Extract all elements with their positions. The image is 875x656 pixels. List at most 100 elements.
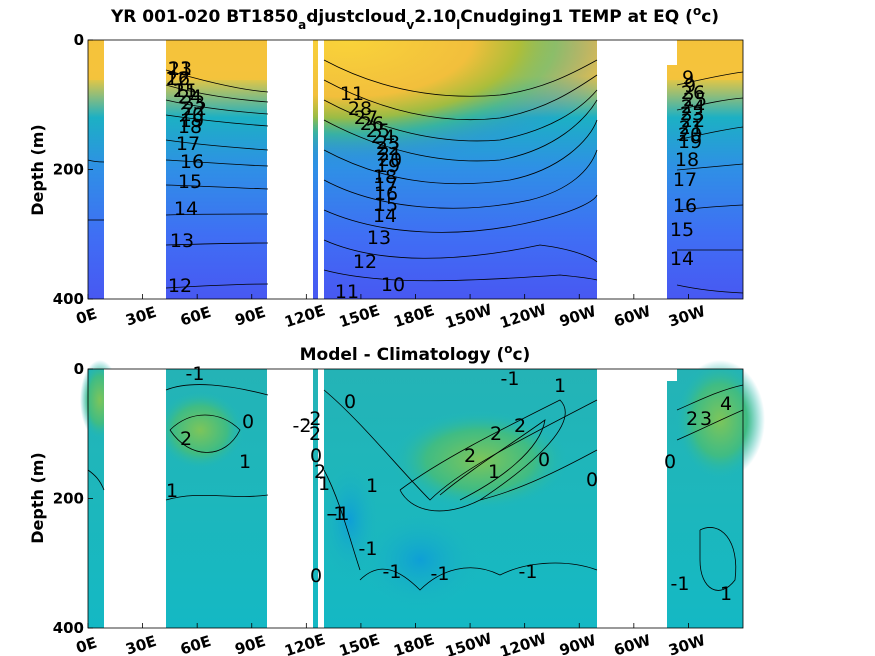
contour-label: 20 <box>180 104 204 126</box>
x-tick-label: 0E <box>74 633 99 656</box>
x-tick-label: 60W <box>612 302 654 331</box>
contour-label: 20 <box>678 124 702 146</box>
contour-label: 16 <box>180 151 204 173</box>
contour-label: 22 <box>376 138 400 160</box>
contour-label: 23 <box>181 92 205 114</box>
y-tick-label: 200 <box>53 161 84 179</box>
contour-label: -1 <box>359 538 378 560</box>
contour-label: 23 <box>376 132 400 154</box>
top-y-axis-label: Depth (m) <box>28 124 47 216</box>
contour-label: -1 <box>431 563 450 585</box>
contour-label: 1 <box>720 583 732 605</box>
contour-label: 2 <box>464 445 476 467</box>
x-tick-label: 120W <box>498 300 550 332</box>
x-tick-label: 30W <box>666 631 708 656</box>
contour-label: 0 <box>310 565 322 587</box>
contour-label: 12 <box>166 68 190 90</box>
contour-label: 20 <box>378 149 402 171</box>
contour-label: 24 <box>681 96 705 118</box>
contour-label: 4 <box>720 393 732 415</box>
contour-label: 1 <box>239 451 251 473</box>
contour-label: 16 <box>374 183 398 205</box>
bottom-title: Model - Climatology (oc) <box>300 342 531 365</box>
contour-label: -1 <box>501 368 520 390</box>
contour-label: 21 <box>679 117 703 139</box>
x-tick-label: 60E <box>178 632 213 656</box>
contour-label: 0 <box>664 451 676 473</box>
bottom-contour-lines <box>87 384 744 591</box>
x-tick-label: 150E <box>337 630 382 656</box>
contour-label: 2 <box>490 423 502 445</box>
contour-label: 19 <box>180 110 204 132</box>
x-tick-label: 120E <box>282 301 327 331</box>
contour-label: 17 <box>176 133 200 155</box>
contour-label: 18 <box>373 166 397 188</box>
x-tick-label: 120E <box>282 630 327 656</box>
contour-label: -1 <box>383 561 402 583</box>
contour-label: 27 <box>354 107 378 129</box>
contour-label: 25 <box>683 89 707 111</box>
contour-label: 1 <box>366 475 378 497</box>
contour-label: 25 <box>173 80 197 102</box>
contour-label: 13 <box>170 230 194 252</box>
contour-label: 1 <box>488 461 500 483</box>
contour-label: 26 <box>166 68 190 90</box>
y-tick-label: 0 <box>74 31 84 49</box>
contour-label: 0 <box>538 449 550 471</box>
top-contour-lines <box>87 59 744 294</box>
contour-label: 10 <box>381 274 405 296</box>
y-tick-label: 0 <box>74 360 84 378</box>
contour-label: -2 <box>303 408 322 430</box>
contour-label: 14 <box>373 205 397 227</box>
y-tick-label: 200 <box>53 490 84 508</box>
contour-label: 3 <box>700 408 712 430</box>
contour-label: 19 <box>678 131 702 153</box>
contour-label: -1 <box>671 573 690 595</box>
contour-label: 15 <box>670 219 694 241</box>
x-tick-label: 60E <box>178 303 213 330</box>
contour-label: 17 <box>374 174 398 196</box>
contour-label: 11 <box>340 83 364 105</box>
contour-label: 2 <box>514 415 526 437</box>
y-tick-label: 400 <box>53 290 84 308</box>
contour-label: 14 <box>174 198 198 220</box>
contour-label: 21 <box>168 58 192 80</box>
x-tick-label: 30E <box>123 303 158 330</box>
contour-label: 12 <box>168 275 192 297</box>
contour-label: 0 <box>242 411 254 433</box>
contour-label: 13 <box>168 58 192 80</box>
x-tick-label: 60W <box>612 631 654 656</box>
contour-label: 11 <box>173 80 197 102</box>
top-contour-labels: 2126252423222019181716151413121128272625… <box>166 58 707 303</box>
top-panel: 2126252423222019181716151413121128272625… <box>28 4 744 332</box>
contour-label: -1 <box>331 503 350 525</box>
top-title: YR 001-020 BT1850adjustcloudv2.10lCnudgi… <box>110 4 719 32</box>
contour-label: 2 <box>180 428 192 450</box>
contour-label: 14 <box>670 248 694 270</box>
contour-label: 9 <box>684 75 696 97</box>
contour-label: 24 <box>371 126 395 148</box>
contour-label: 12 <box>353 251 377 273</box>
x-tick-label: 0E <box>74 304 99 328</box>
contour-label: 19 <box>376 155 400 177</box>
y-tick-label: 400 <box>53 619 84 637</box>
contour-label: 28 <box>348 98 372 120</box>
contour-label: -2 <box>293 415 312 437</box>
x-tick-label: 150W <box>443 629 495 656</box>
contour-label: 13 <box>367 227 391 249</box>
contour-label: 0 <box>310 445 322 467</box>
x-tick-label: 150W <box>443 300 495 332</box>
contour-label: 9 <box>682 67 694 89</box>
bottom-y-axis-label: Depth (m) <box>28 452 47 544</box>
contour-label: 16 <box>673 195 697 217</box>
x-tick-label: 180E <box>391 301 436 331</box>
x-tick-label: 90E <box>233 632 268 656</box>
x-tick-label: 90W <box>557 302 599 331</box>
x-tick-label: 30E <box>123 632 158 656</box>
contour-label: 2 <box>686 408 698 430</box>
contour-label: 15 <box>178 171 202 193</box>
